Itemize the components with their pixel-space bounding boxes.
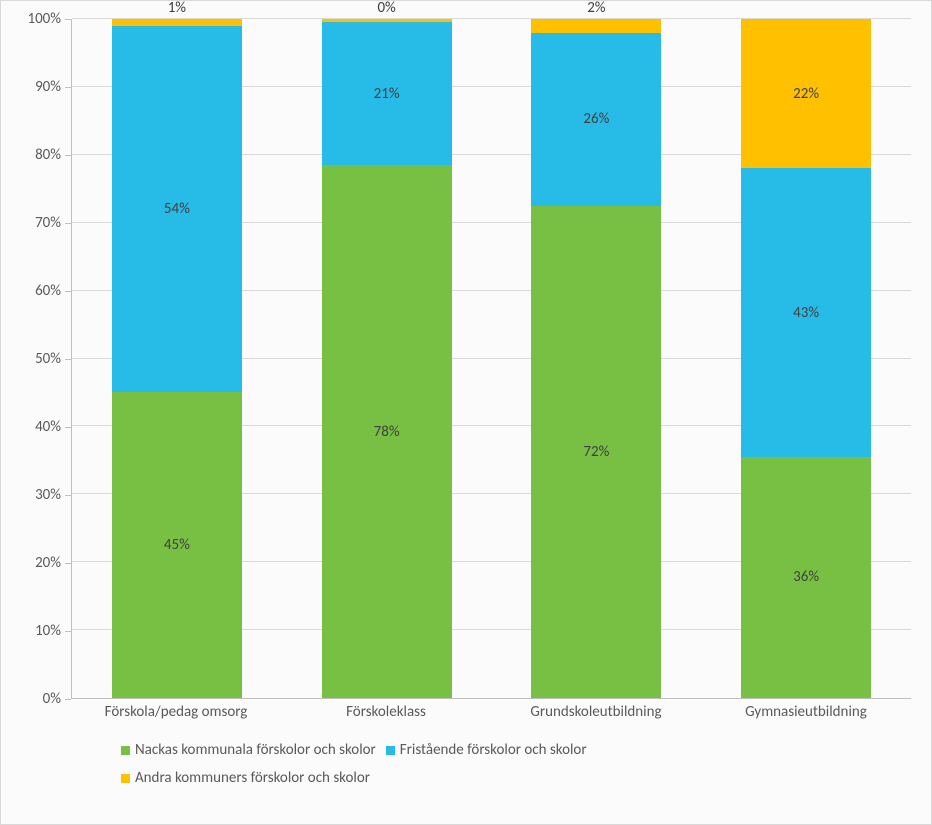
y-tick-label: 20% — [11, 554, 61, 572]
bar-segment-label: 78% — [374, 423, 400, 441]
y-tick-label: 70% — [11, 214, 61, 232]
bar-segment-label: 43% — [793, 304, 819, 322]
bar-segment-label: 26% — [583, 110, 609, 128]
y-tick-label: 40% — [11, 418, 61, 436]
bar-group: 45% 54% 1% — [72, 19, 282, 698]
bar-stack: 78% 21% 0% — [322, 19, 452, 698]
legend-row: Andra kommuners förskolor och skolor — [121, 769, 881, 787]
bar-segment-label: 45% — [164, 536, 190, 554]
legend-label: Andra kommuners förskolor och skolor — [135, 769, 370, 787]
bar-segment: 36% — [741, 457, 871, 698]
y-tick-label: 10% — [11, 622, 61, 640]
bar-segment-label: 54% — [164, 200, 190, 218]
legend-label: Fristående förskolor och skolor — [400, 741, 587, 759]
legend-label: Nackas kommunala förskolor och skolor — [135, 741, 376, 759]
bar-group: 78% 21% 0% — [282, 19, 492, 698]
bar-segment: 1% — [112, 19, 242, 26]
x-axis-label: Förskola/pedag omsorg — [71, 703, 281, 721]
legend-item: Fristående förskolor och skolor — [386, 741, 587, 759]
legend-item: Nackas kommunala förskolor och skolor — [121, 741, 376, 759]
bar-segment-label: 1% — [168, 0, 186, 17]
x-axis-label: Grundskoleutbildning — [491, 703, 701, 721]
legend-row: Nackas kommunala förskolor och skolor Fri… — [121, 741, 881, 759]
bar-segment: 78% — [322, 165, 452, 698]
bar-segment-label: 0% — [377, 0, 395, 17]
y-tick-label: 100% — [11, 10, 61, 28]
bar-segment: 45% — [112, 392, 242, 698]
bar-group: 36% 43% 22% — [701, 19, 911, 698]
y-tick-label: 80% — [11, 146, 61, 164]
bar-segment: 0% — [322, 19, 452, 22]
y-tick-label: 50% — [11, 350, 61, 368]
y-tick-label: 60% — [11, 282, 61, 300]
bar-segment: 22% — [741, 19, 871, 168]
bar-stack: 72% 26% 2% — [531, 19, 661, 698]
bar-stack: 36% 43% 22% — [741, 19, 871, 698]
bar-segment-label: 21% — [374, 85, 400, 103]
x-axis-label: Gymnasieutbildning — [701, 703, 911, 721]
x-axis-labels: Förskola/pedag omsorgFörskoleklassGrunds… — [71, 703, 911, 721]
x-axis-label: Förskoleklass — [281, 703, 491, 721]
legend-item: Andra kommuners förskolor och skolor — [121, 769, 370, 787]
legend-swatch — [121, 746, 130, 755]
bar-segment: 72% — [531, 206, 661, 698]
legend: Nackas kommunala förskolor och skolor Fri… — [121, 741, 881, 797]
bar-segment: 26% — [531, 33, 661, 206]
y-tick-mark — [65, 699, 71, 700]
bar-segment-label: 36% — [793, 568, 819, 586]
bar-segment: 21% — [322, 22, 452, 165]
bar-stack: 45% 54% 1% — [112, 19, 242, 698]
plot-area: 45% 54% 1% 78% 21% 0% 72% 26% 2% 36% 43% 22% — [71, 19, 911, 699]
legend-swatch — [386, 746, 395, 755]
y-tick-label: 30% — [11, 486, 61, 504]
bar-segment: 54% — [112, 26, 242, 393]
bar-segment-label: 72% — [583, 443, 609, 461]
bar-group: 72% 26% 2% — [492, 19, 702, 698]
bar-segment: 2% — [531, 19, 661, 33]
bar-segment-label: 22% — [793, 85, 819, 103]
y-tick-label: 90% — [11, 78, 61, 96]
bar-segment-label: 2% — [587, 0, 605, 17]
bar-segment: 43% — [741, 168, 871, 457]
legend-swatch — [121, 774, 130, 783]
bars-row: 45% 54% 1% 78% 21% 0% 72% 26% 2% 36% 43% 22% — [72, 19, 911, 698]
y-tick-label: 0% — [11, 690, 61, 708]
stacked-bar-chart: 0% 10% 20% 30% 40% 50% 60% 70% 80% 90% 100% 45% 54%… — [0, 0, 932, 825]
